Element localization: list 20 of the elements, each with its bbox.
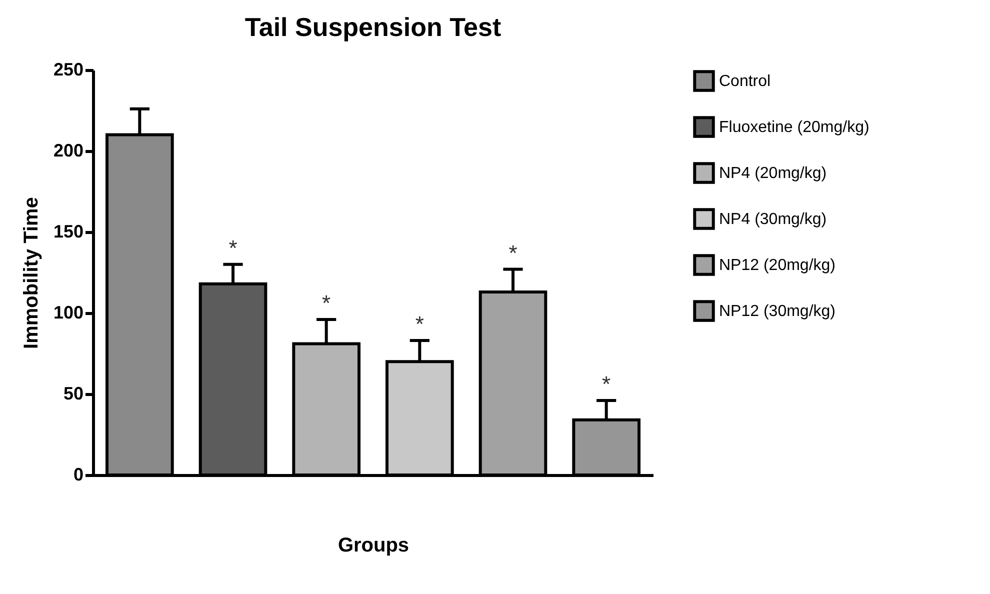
data-label: * (228, 235, 238, 260)
y-axis-title: Immobility Time (20, 197, 42, 349)
y-tick-label: 200 (53, 140, 84, 160)
legend-label: NP4 (30mg/kg) (719, 211, 827, 228)
legend-label: NP12 (30mg/kg) (719, 303, 836, 320)
data-label: * (415, 312, 424, 337)
y-tick-label: 50 (63, 384, 84, 404)
legend-label: NP12 (20mg/kg) (719, 257, 836, 274)
x-axis-title: Groups (338, 534, 410, 556)
y-tick-label: 250 (53, 60, 84, 80)
chart-title: Tail Suspension Test (244, 12, 502, 42)
y-tick-label: 0 (73, 464, 84, 484)
data-label: * (322, 290, 332, 316)
legend-label: Control (719, 73, 771, 90)
legend-label: Fluoxetine (20mg/kg) (719, 119, 870, 136)
data-label: * (508, 240, 518, 266)
y-tick-label: 150 (53, 222, 84, 242)
legend-label: NP4 (20mg/kg) (719, 165, 827, 182)
data-label: * (602, 371, 612, 396)
y-tick-label: 100 (53, 302, 84, 322)
